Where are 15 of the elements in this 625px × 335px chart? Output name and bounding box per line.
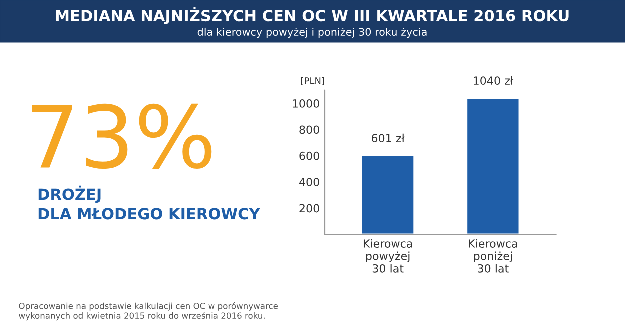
y-tick-label: 800 <box>300 126 320 134</box>
y-tick-label: 1000 <box>293 100 320 108</box>
data-label: 1040 zł <box>474 76 514 86</box>
y-tick-label: 600 <box>300 152 320 160</box>
text: 73% <box>32 104 212 170</box>
data-label: 601 zł <box>372 134 405 143</box>
text: DROŻEJ DLA MŁODEGO KIEROWCY <box>38 186 260 220</box>
y-tick-label: 200 <box>300 204 320 213</box>
text: Opracowanie na podstawie kalkulacji cen OC w porównywarce wykonanych od kwietnia 2015 roku do września 2016 roku. <box>19 302 278 321</box>
y-tick-label: 400 <box>299 178 320 186</box>
x-tick-label: Kierowca powyżej 30 lat <box>364 239 412 273</box>
chart-title: MEDIANA NAJNIŻSZYCH CEN OC W III KWARTALE 2016 ROKU <box>56 7 569 24</box>
chart-subtitle: dla kierowcy powyżej i poniżej 30 roku życia <box>198 28 427 38</box>
y-axis-title: [PLN] <box>302 77 324 86</box>
x-tick-label: Kierowca poniżej 30 lat <box>469 239 518 273</box>
